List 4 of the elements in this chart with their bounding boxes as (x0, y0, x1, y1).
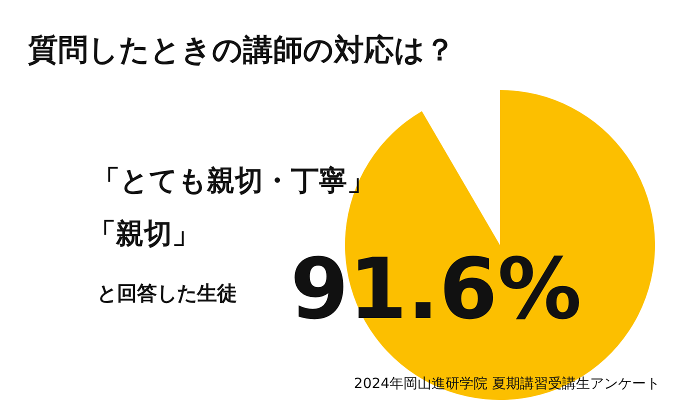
text: 「親切」 (88, 217, 200, 250)
text: 「とても親切・丁寧」 (92, 164, 375, 197)
text: と回答した生徒 (97, 281, 237, 305)
chart-title: 質問したときの講師の対応は？ (27, 33, 455, 68)
